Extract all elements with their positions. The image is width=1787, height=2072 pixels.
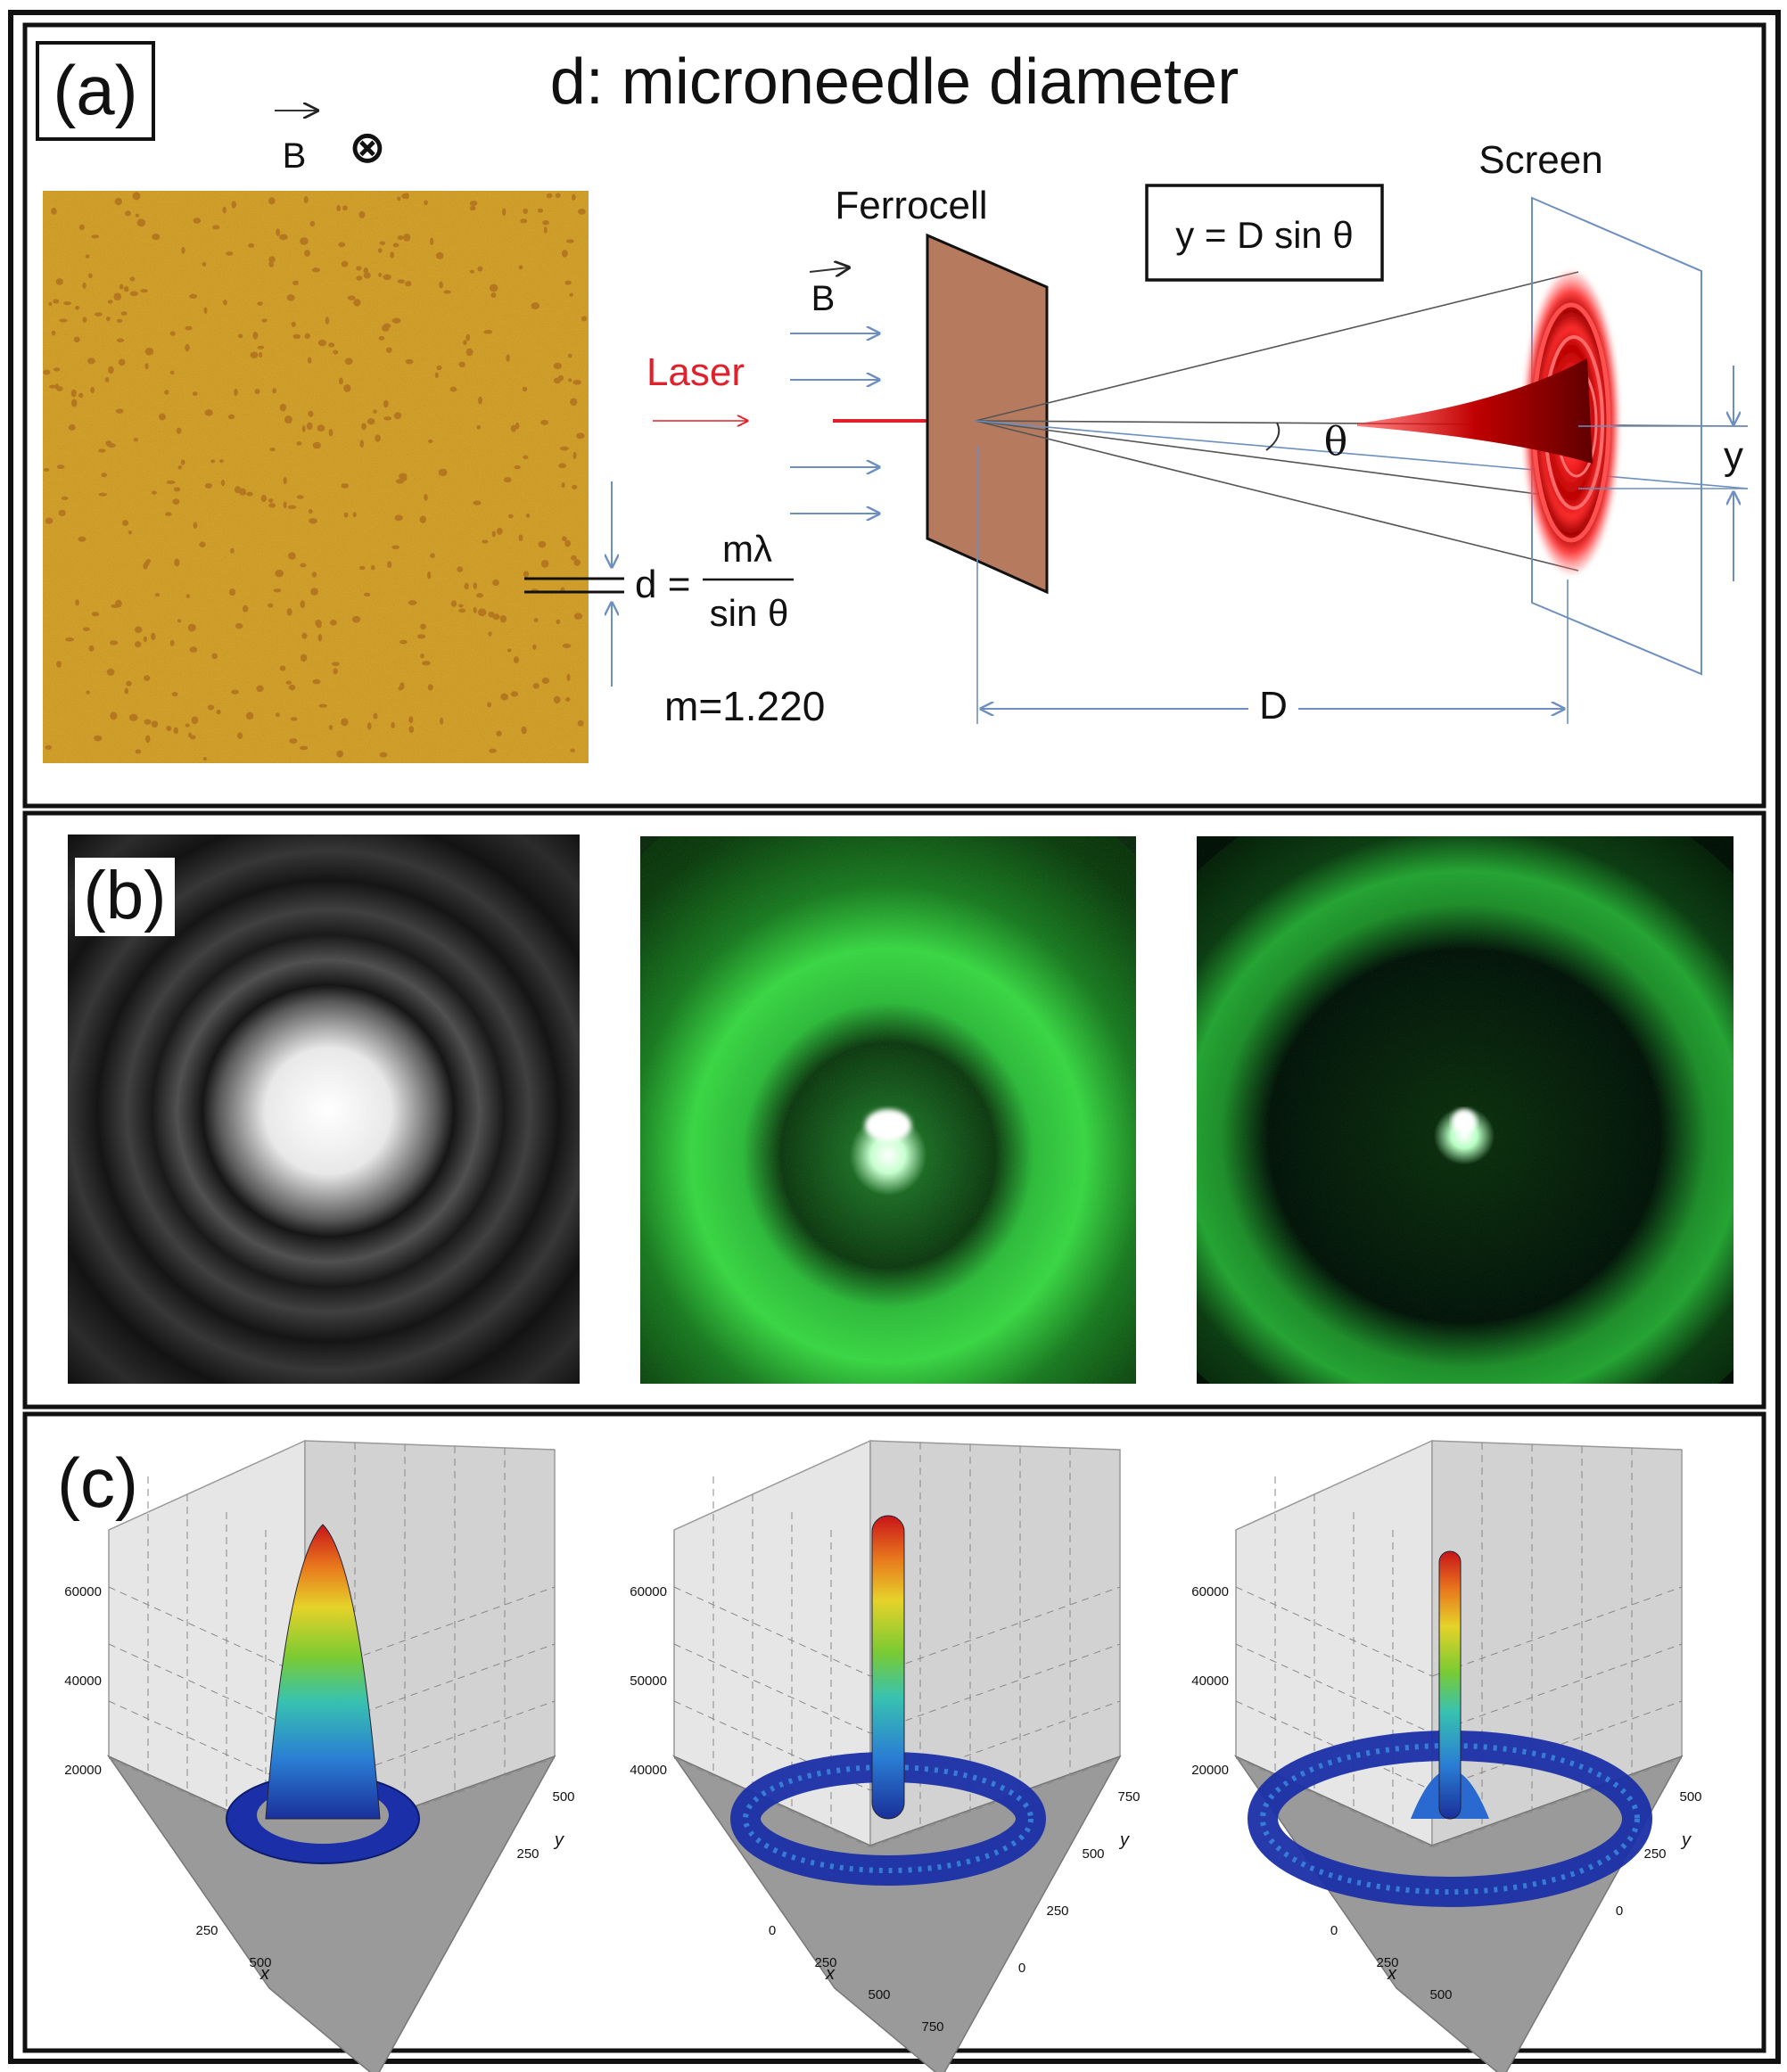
x-axis-label: x [1387,1964,1397,1984]
z-tick-label: 20000 [64,1763,102,1778]
ferrocell-plate [926,233,1049,595]
z-tick-label: 40000 [630,1763,667,1778]
panel-b: (b) [22,810,1766,1410]
z-tick-label: 40000 [64,1673,102,1689]
x-tick-label: 750 [921,2019,943,2035]
x-tick-label: 500 [249,1955,271,1970]
panel-c: (c) 600004000020000250500500250xy6000050… [22,1411,1766,2072]
m-value: m=1.220 [664,683,825,729]
y-tick-label: 250 [516,1846,539,1862]
angle-ray [975,420,1749,489]
x-tick-label: 250 [195,1923,218,1938]
x-tick-label: 500 [868,1987,890,2002]
D-dim-label: D [1259,684,1288,728]
x-tick-label: 0 [769,1923,776,1938]
y-dim-label: y [1724,434,1743,478]
field-arrows [790,333,879,514]
z-tick-label: 60000 [64,1584,102,1599]
panel-a-label: (a) [53,51,137,129]
screen-label: Screen [1478,138,1602,182]
panel-a: (a) d: microneedle diameter B ⊗ d = mλ s… [22,22,1766,809]
panel-b-label-box [75,858,175,936]
y-tick-label: 500 [1082,1846,1104,1862]
y-tick-label: 750 [1117,1789,1140,1805]
panel-c-label: (c) [57,1443,138,1522]
d-formula-denominator: sin θ [710,592,789,634]
b-field-into-page-icon: ⊗ [349,122,386,172]
angle-arc [1265,422,1281,451]
plot-floor [1233,1755,1684,2072]
laser-label: Laser [646,350,745,394]
surface-plot-1: 60000 40000 20000 250 500 500 250 x y [64,1439,575,2072]
x-tick-label: 500 [1429,1987,1452,2002]
z-tick-label: 40000 [1191,1673,1229,1689]
panel-a-label-box [36,41,155,141]
x-tick-label: 250 [1376,1955,1398,1970]
y-axis-label: y [1680,1830,1692,1850]
z-tick-label: 60000 [630,1584,667,1599]
y-tick-label: 500 [1679,1789,1701,1805]
b-field-symbol: B [283,136,307,176]
diffraction-photo-1 [640,836,1136,1384]
y-tick-label: 250 [1046,1903,1068,1919]
y-tick-label: 0 [1018,1961,1025,1976]
x-tick-label: 0 [1330,1923,1338,1938]
micrograph-image [43,191,589,763]
red-diffraction-pattern [1357,271,1619,574]
y-tick-label: 250 [1643,1846,1666,1862]
panel-b-label: (b) [84,858,167,933]
angle-theta-symbol: θ [1324,419,1348,465]
y-tick-label: 0 [1616,1903,1623,1919]
y-axis-label: y [1118,1830,1130,1850]
z-tick-label: 20000 [1191,1763,1229,1778]
ferrocell-label: Ferrocell [835,184,987,227]
ferrocell-b-symbol: B [811,279,836,318]
x-tick-label: 250 [814,1955,836,1970]
y-axis-label: y [553,1830,564,1850]
x-axis-label: x [259,1964,270,1984]
outer-frame [8,10,1781,2064]
diffraction-photo-2 [1197,836,1733,1384]
ferrocell-b-vector-arrow [809,267,849,272]
d-formula-numerator: mλ [722,528,772,570]
y-tick-label: 500 [552,1789,574,1805]
equation-text: y = D sin θ [1175,214,1354,256]
x-axis-label: x [825,1964,836,1984]
d-formula-lhs: d = [635,563,690,606]
surface-plot-2: 60000 50000 40000 0 250 500 750 750 500 250 0 x y [630,1439,1141,2072]
panel-a-title: d: microneedle diameter [550,46,1239,118]
equation-box [1145,184,1384,282]
z-tick-label: 50000 [630,1673,667,1689]
z-tick-label: 60000 [1191,1584,1229,1599]
surface-plot-3: 60000 40000 20000 0 250 500 500 250 0 x y [1191,1439,1702,2072]
